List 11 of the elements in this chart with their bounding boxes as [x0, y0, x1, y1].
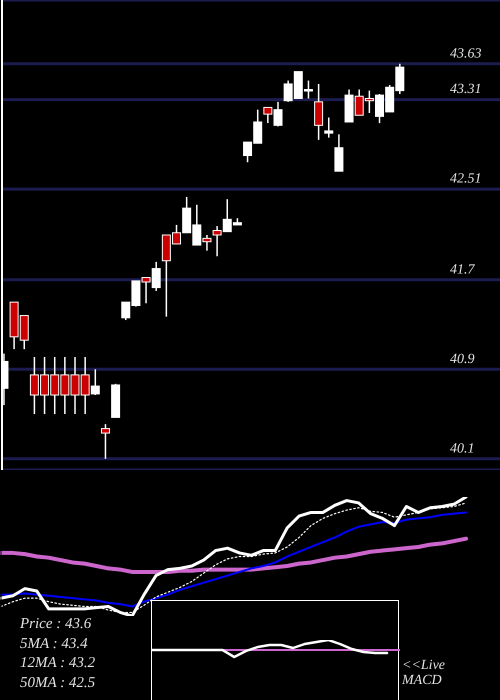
- y-tick-label: 40.9: [450, 352, 474, 367]
- y-tick-label: 43.31: [450, 82, 482, 98]
- text: 5MA : 43.4: [20, 634, 89, 654]
- annotation: Price : 43.6: [20, 615, 92, 634]
- y-tick-label: 41.7: [450, 262, 476, 278]
- text: 12MA : 43.2: [20, 654, 96, 673]
- text: <<Live MACD: [402, 658, 446, 688]
- y-tick-label: 40.1: [450, 441, 474, 456]
- text: 50MA : 42.5: [20, 674, 96, 692]
- y-tick-label: 43.63: [450, 46, 482, 62]
- y-tick-label: 42.51: [450, 172, 482, 187]
